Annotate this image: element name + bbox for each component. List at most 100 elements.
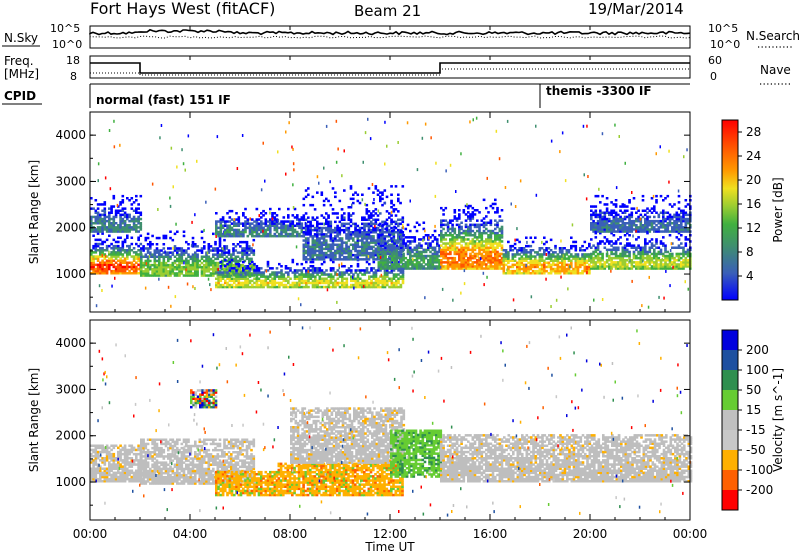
power-cell (608, 259, 611, 262)
power-cell (296, 214, 299, 217)
power-cell (516, 261, 519, 264)
power-noise-cell (564, 179, 567, 183)
power-cell (340, 218, 344, 221)
power-cell (289, 220, 292, 223)
power-cell (250, 268, 253, 271)
power-cell (350, 277, 353, 280)
power-cell (269, 234, 272, 238)
power-cell (458, 231, 461, 235)
power-cell (397, 253, 400, 257)
power-cell (269, 226, 272, 230)
power-cell (487, 250, 490, 254)
power-cell (304, 231, 308, 234)
power-cell (309, 256, 312, 259)
power-cell (233, 234, 236, 238)
power-cell (496, 209, 499, 212)
power-cell (399, 218, 402, 221)
power-cell (644, 240, 647, 243)
nsearch-tick-low: 10^0 (710, 38, 740, 51)
power-cell (307, 241, 310, 244)
power-cell (614, 226, 618, 229)
power-cell (462, 248, 466, 252)
power-cell (594, 230, 598, 233)
power-cell (221, 275, 225, 278)
power-cell (644, 265, 647, 268)
power-cell (444, 234, 448, 237)
power-cell (379, 191, 382, 194)
power-cell (354, 258, 357, 261)
power-cell (446, 265, 450, 268)
power-cell (291, 285, 295, 289)
power-cell (610, 263, 613, 266)
power-cell (173, 259, 177, 263)
power-cell (309, 265, 313, 268)
power-cell (455, 238, 459, 241)
power-cell (322, 233, 326, 236)
power-cell (487, 211, 490, 214)
power-cell (223, 251, 226, 254)
power-cell (205, 261, 208, 265)
power-cell (388, 212, 391, 215)
power-cell (641, 228, 645, 231)
power-cell (325, 243, 328, 246)
power-cell (397, 285, 400, 289)
power-cell (322, 226, 326, 230)
power-cell (225, 251, 229, 254)
power-cell (440, 231, 443, 235)
power-cell (119, 261, 122, 264)
power-cell (641, 194, 645, 198)
power-cell (558, 251, 562, 254)
power-cell (221, 265, 224, 269)
power-cell (323, 260, 326, 264)
power-cell (304, 251, 308, 255)
power-cell (657, 222, 661, 225)
power-cell (318, 243, 321, 246)
power-cell (650, 224, 654, 227)
power-cell (372, 214, 375, 217)
power-cell (390, 218, 393, 221)
power-cell (350, 279, 353, 283)
power-cell (151, 263, 154, 267)
power-cell (169, 257, 172, 261)
power-cell (538, 257, 542, 260)
power-cell (90, 261, 93, 264)
power-cell (356, 279, 360, 283)
power-cell (233, 222, 236, 225)
power-cell (482, 248, 486, 252)
power-noise-cell (390, 210, 393, 214)
power-cell (473, 246, 477, 249)
power-cell (287, 214, 290, 217)
power-cell (680, 267, 683, 270)
power-cell (664, 224, 667, 227)
power-cell (221, 277, 225, 280)
power-cell (203, 247, 206, 250)
power-cell (561, 251, 564, 254)
power-cell (296, 281, 299, 285)
power-cell (552, 255, 555, 258)
power-cell (215, 226, 218, 230)
power-cell (436, 238, 439, 241)
power-cell (487, 267, 490, 270)
power-cell (596, 261, 600, 264)
power-cell (221, 232, 225, 236)
power-cell (108, 234, 111, 237)
power-cell (243, 253, 247, 256)
power-cell (543, 259, 546, 262)
power-cell (198, 249, 202, 252)
power-cell (608, 211, 611, 214)
power-cell (132, 222, 136, 225)
power-cell (664, 246, 667, 249)
power-cell (390, 185, 393, 188)
power-cell (311, 249, 315, 253)
power-noise-cell (506, 119, 509, 123)
power-cell (132, 201, 136, 204)
power-cell (228, 232, 232, 236)
power-cell (233, 228, 236, 232)
power-cell (374, 277, 378, 280)
power-cell (121, 259, 125, 262)
power-cell (110, 205, 113, 208)
power-cell (236, 270, 240, 273)
power-cell (227, 253, 231, 256)
power-cell (507, 267, 510, 271)
power-cell (619, 217, 622, 221)
